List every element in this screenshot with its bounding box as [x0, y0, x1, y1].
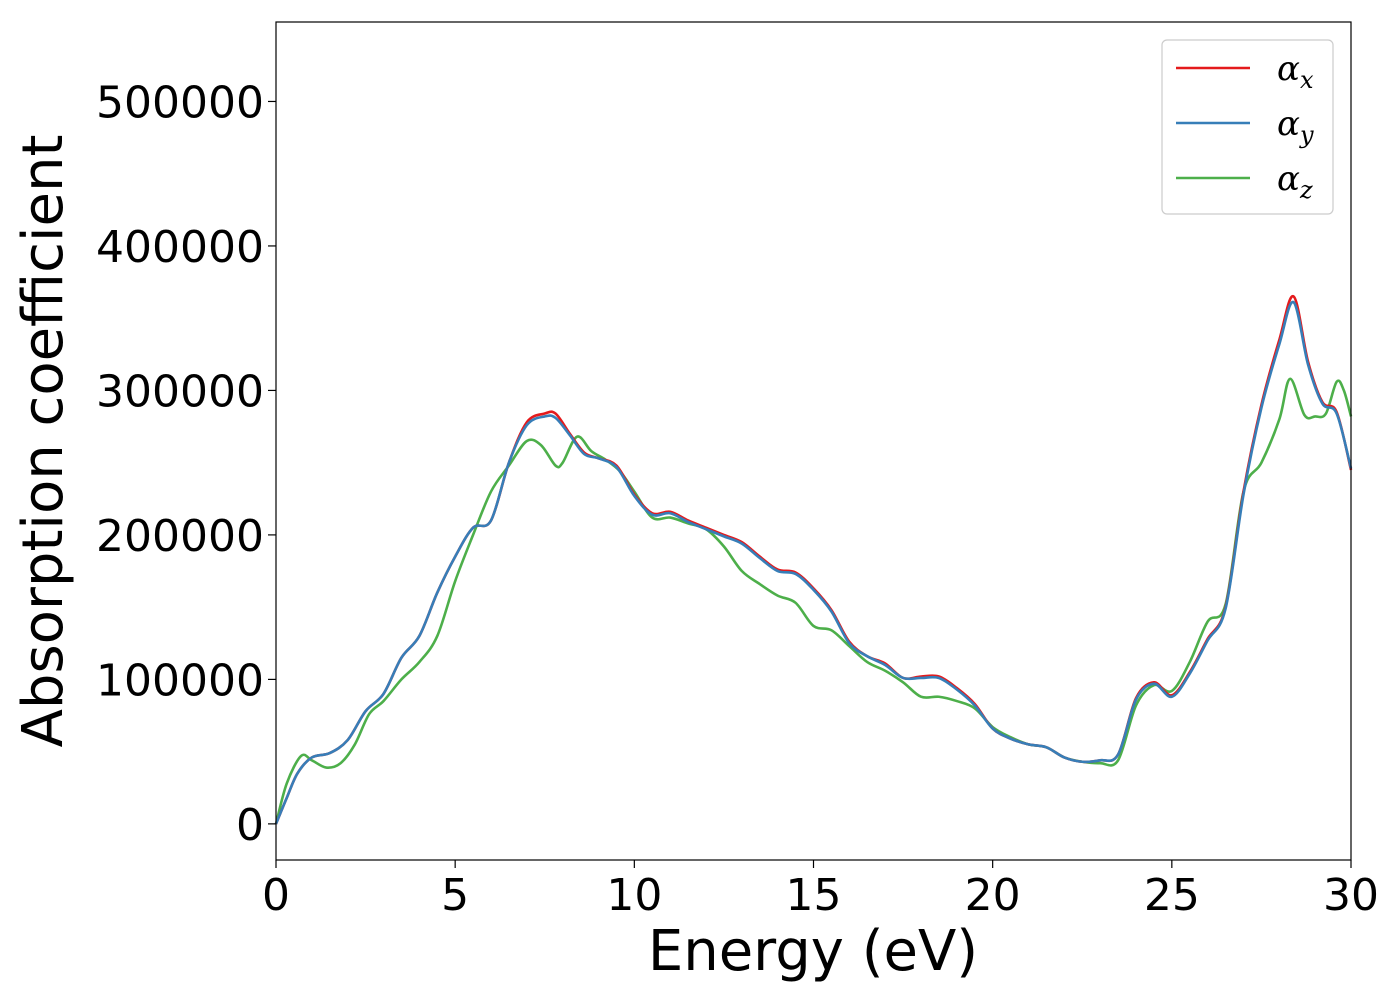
series-line-z	[274, 377, 1353, 825]
y-tick-label: 300000	[96, 366, 264, 417]
y-tick-label: 100000	[96, 655, 264, 706]
x-tick-label: 5	[441, 870, 469, 921]
series-line-y	[274, 300, 1353, 825]
y-axis-title: Absorption coefficient	[11, 135, 76, 748]
legend-box	[1161, 39, 1334, 215]
legend-label-y: αy	[1277, 104, 1314, 149]
legend-symbol: α	[1277, 104, 1300, 144]
y-tick-label: 200000	[96, 511, 264, 562]
series-layer	[274, 295, 1353, 825]
x-tick-label: 0	[262, 870, 290, 921]
x-tick-label: 30	[1323, 870, 1379, 921]
x-axis: 0 5 10 15 20 25 30	[262, 860, 1379, 921]
x-tick-label: 25	[1144, 870, 1200, 921]
x-tick-label: 20	[965, 870, 1021, 921]
legend-subscript: x	[1300, 66, 1314, 94]
y-tick-label: 400000	[96, 222, 264, 273]
x-tick-label: 15	[786, 870, 842, 921]
legend-label-z: αz	[1277, 159, 1313, 204]
y-axis: 0 100000 200000 300000 400000 500000	[96, 77, 276, 851]
x-tick-label: 10	[606, 870, 662, 921]
y-tick-label: 0	[236, 800, 264, 851]
legend-label-x: αx	[1277, 49, 1314, 94]
legend-symbol: α	[1277, 49, 1300, 89]
legend-subscript: y	[1299, 121, 1314, 149]
legend-subscript: z	[1299, 176, 1313, 204]
y-tick-label: 500000	[96, 77, 264, 128]
x-axis-title: Energy (eV)	[648, 919, 978, 984]
legend-symbol: α	[1277, 159, 1300, 199]
